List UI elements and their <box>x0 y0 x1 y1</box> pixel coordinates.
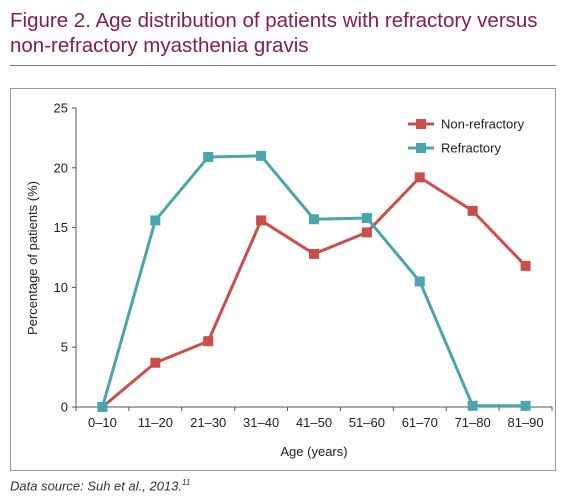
x-axis-label: Age (years) <box>280 444 347 459</box>
chart-panel <box>10 88 556 471</box>
data-point-refractory <box>361 213 372 224</box>
figure-title-line-1: Figure 2. Age distribution of patients w… <box>10 9 538 32</box>
series-refractory <box>97 150 531 412</box>
data-point-refractory <box>467 400 478 411</box>
legend-label-non-refractory: Non-refractory <box>441 117 525 132</box>
data-point-non-refractory <box>150 357 161 368</box>
data-point-refractory <box>97 402 108 412</box>
y-tick-label: 15 <box>54 220 68 235</box>
data-point-refractory <box>414 276 425 287</box>
x-tick-label: 0–10 <box>88 415 117 430</box>
data-point-refractory <box>150 215 161 226</box>
y-tick-label: 5 <box>61 340 68 355</box>
series-line-refractory <box>101 154 526 408</box>
y-tick-label: 10 <box>54 280 68 295</box>
data-point-non-refractory <box>467 205 478 216</box>
figure-title: Figure 2. Age distribution of patients w… <box>10 8 558 58</box>
data-point-non-refractory <box>414 172 425 183</box>
data-source-reference: 11 <box>182 478 191 487</box>
figure-title-line-2: non-refractory myasthenia gravis <box>10 34 309 57</box>
y-tick-label: 20 <box>54 160 68 175</box>
data-point-non-refractory <box>203 336 214 347</box>
data-point-refractory <box>203 152 214 163</box>
x-tick-label: 11–20 <box>138 415 173 430</box>
x-tick-label: 71–80 <box>455 415 491 430</box>
data-point-refractory <box>256 150 267 161</box>
legend-marker-refractory <box>416 143 426 153</box>
series-non-refractory <box>97 172 531 412</box>
x-tick-label: 51–60 <box>349 415 385 430</box>
x-tick-label: 61–70 <box>402 415 438 430</box>
title-divider <box>10 65 556 66</box>
y-axis-label: Percentage of patients (%) <box>25 181 40 335</box>
y-tick-label: 25 <box>54 101 68 116</box>
data-source-text: Data source: Suh et al., 2013. <box>10 478 182 494</box>
data-point-refractory <box>309 214 319 225</box>
x-tick-label: 31–40 <box>243 415 279 430</box>
data-point-refractory <box>520 400 531 411</box>
chart-axes: 0 5 10 15 20 25 0–10 11–20 21–30 31–40 41–50 51–60 6… <box>54 101 553 430</box>
data-point-non-refractory <box>361 227 372 238</box>
data-point-non-refractory <box>309 248 319 259</box>
series-line-non-refractory <box>101 175 527 409</box>
legend-label-refractory: Refractory <box>441 141 501 156</box>
chart-legend: Non-refractory Refractory <box>408 117 525 156</box>
data-source-note: Data source: Suh et al., 2013.11 <box>10 478 190 493</box>
x-tick-label: 81–90 <box>507 415 543 430</box>
chart-series <box>97 150 531 412</box>
y-tick-label: 0 <box>61 400 68 415</box>
legend-marker-non-refractory <box>416 119 426 129</box>
legend-item-non-refractory: Non-refractory <box>408 117 525 132</box>
data-point-non-refractory <box>256 215 267 226</box>
x-tick-label: 41–50 <box>296 415 332 430</box>
data-point-non-refractory <box>520 260 531 271</box>
x-tick-label: 21–30 <box>190 415 226 430</box>
legend-item-refractory: Refractory <box>408 141 501 156</box>
